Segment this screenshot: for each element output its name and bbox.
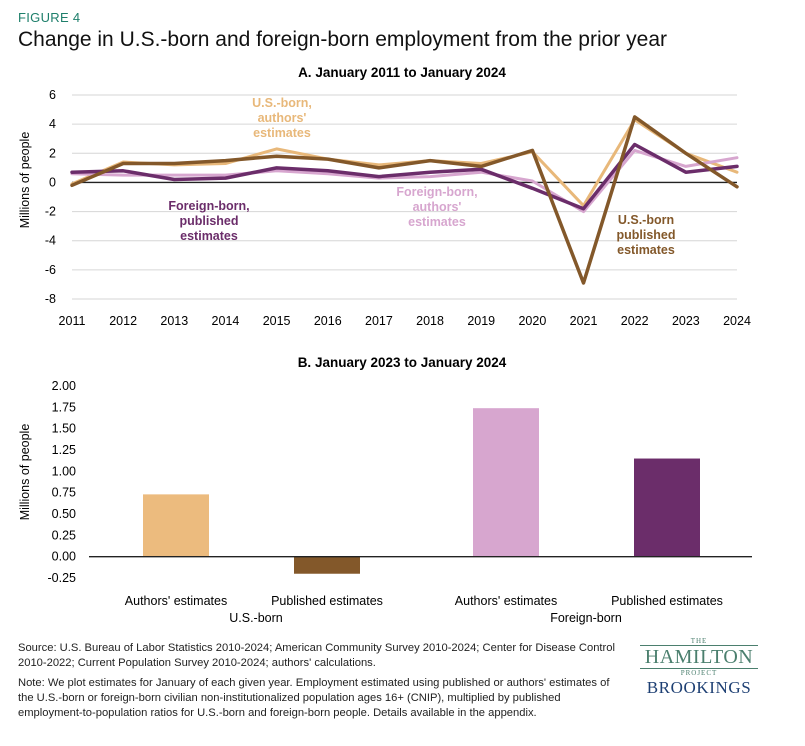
y-tick-label: 0 — [49, 175, 56, 189]
panel-a-title: A. January 2011 to January 2024 — [298, 65, 506, 80]
footnote: Note: We plot estimates for January of e… — [18, 677, 610, 719]
category-label: Authors' estimates — [125, 594, 227, 608]
y-tick-label: 1.75 — [52, 400, 76, 414]
y-tick-label: 4 — [49, 117, 56, 131]
bar — [143, 494, 209, 557]
x-tick-label: 2013 — [160, 314, 188, 328]
y-tick-label: 0.75 — [52, 486, 76, 500]
y-tick-label: -6 — [45, 263, 56, 277]
panel-b-title: B. January 2023 to January 2024 — [298, 355, 507, 370]
group-label: Foreign-born — [550, 611, 622, 625]
y-tick-label: 0.00 — [52, 550, 76, 564]
y-tick-label: -8 — [45, 292, 56, 306]
x-tick-label: 2024 — [723, 314, 751, 328]
category-label: Published estimates — [611, 594, 723, 608]
y-tick-label: -0.25 — [48, 571, 77, 585]
y-tick-label: 6 — [49, 88, 56, 102]
figure-title: Change in U.S.-born and foreign-born emp… — [18, 28, 667, 51]
x-tick-label: 2022 — [621, 314, 649, 328]
x-tick-label: 2015 — [263, 314, 291, 328]
x-tick-label: 2023 — [672, 314, 700, 328]
bar — [294, 556, 360, 574]
panel-a-ylabel: Millions of people — [18, 132, 32, 229]
series-line — [70, 115, 739, 285]
y-tick-label: 0.50 — [52, 507, 76, 521]
x-tick-label: 2021 — [570, 314, 598, 328]
series-line — [70, 142, 739, 211]
category-label: Published estimates — [271, 594, 383, 608]
x-tick-label: 2014 — [212, 314, 240, 328]
panel-b-ylabel: Millions of people — [18, 424, 32, 521]
y-tick-label: 2 — [49, 146, 56, 160]
y-tick-label: 1.25 — [52, 443, 76, 457]
x-tick-label: 2020 — [518, 314, 546, 328]
series-annotation: U.S.-born, authors' estimates — [252, 96, 312, 140]
series-annotation: U.S.-born published estimates — [616, 213, 675, 257]
x-tick-label: 2017 — [365, 314, 393, 328]
x-tick-label: 2019 — [467, 314, 495, 328]
category-label: Authors' estimates — [455, 594, 557, 608]
y-tick-label: 0.25 — [52, 528, 76, 542]
brookings-logo: BROOKINGS — [646, 678, 752, 697]
chart-canvas: A. January 2011 to January 2024 Millions… — [18, 65, 752, 625]
x-tick-label: 2016 — [314, 314, 342, 328]
series-line — [70, 148, 739, 214]
group-label: U.S.-born — [229, 611, 283, 625]
series-annotation: Foreign-born, published estimates — [168, 199, 249, 243]
y-tick-label: 1.50 — [52, 422, 76, 436]
figure-label: FIGURE 4 — [18, 10, 81, 25]
source-note: Source: U.S. Bureau of Labor Statistics … — [18, 642, 615, 669]
bar — [634, 458, 700, 557]
series-annotation: Foreign-born, authors' estimates — [396, 185, 477, 229]
hamilton-project-logo: THE HAMILTON PROJECT — [640, 637, 758, 677]
y-tick-label: 1.00 — [52, 464, 76, 478]
x-tick-label: 2018 — [416, 314, 444, 328]
x-tick-label: 2011 — [59, 314, 86, 328]
x-tick-label: 2012 — [109, 314, 137, 328]
bar — [473, 408, 539, 557]
y-tick-label: -2 — [45, 205, 56, 219]
y-tick-label: 2.00 — [52, 379, 76, 393]
y-tick-label: -4 — [45, 234, 56, 248]
